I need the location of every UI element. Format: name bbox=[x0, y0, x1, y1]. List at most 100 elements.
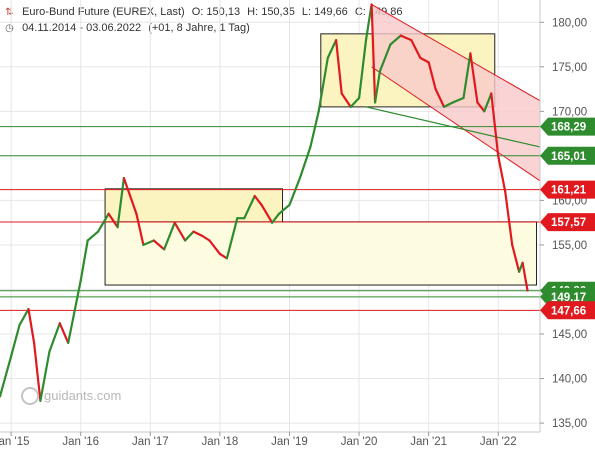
y-tick-label: 175,00 bbox=[552, 62, 587, 74]
level-tag-label: 161,21 bbox=[551, 185, 587, 197]
price-segment bbox=[260, 203, 274, 224]
level-tags: 168,29165,01161,21157,57149,86149,17147,… bbox=[540, 117, 595, 320]
price-segment bbox=[48, 322, 61, 353]
chart-header-line-2: ◷ 04.11.2014 - 03.06.2022 (+01, 8 Jahre,… bbox=[4, 22, 254, 34]
price-segment bbox=[152, 239, 166, 251]
price-segment bbox=[107, 212, 119, 229]
x-tick-label: Jan '18 bbox=[202, 436, 239, 448]
x-tick-label: Jan '15 bbox=[0, 436, 30, 448]
price-segment bbox=[18, 308, 30, 327]
x-tick-label: Jan '19 bbox=[271, 436, 308, 448]
price-segment bbox=[497, 154, 507, 193]
trend-lines bbox=[365, 106, 541, 148]
y-tick-label: 155,00 bbox=[552, 240, 587, 252]
level-tag bbox=[540, 117, 595, 136]
y-tick-label: 135,00 bbox=[552, 418, 587, 430]
price-segment bbox=[462, 52, 472, 100]
zone-box bbox=[104, 221, 538, 286]
x-tick-label: Jan '16 bbox=[62, 436, 99, 448]
price-segment bbox=[419, 56, 430, 64]
price-segment bbox=[116, 177, 126, 229]
price-segment bbox=[399, 34, 413, 42]
price-segment bbox=[335, 38, 343, 95]
y-tick-label: 140,00 bbox=[552, 374, 587, 386]
price-segment bbox=[317, 56, 329, 113]
price-segment bbox=[309, 110, 320, 149]
price-segment bbox=[135, 212, 145, 246]
price-segment bbox=[10, 324, 21, 358]
x-axis: Jan '15 Jan '16 Jan '17 Jan '18 Jan '19 Jan '… bbox=[0, 431, 540, 448]
price-segment bbox=[163, 221, 176, 251]
price-segment bbox=[389, 34, 402, 46]
price-segment bbox=[427, 61, 437, 91]
price-segment bbox=[67, 279, 82, 344]
zone-box bbox=[104, 188, 284, 223]
instrument-name: Euro-Bund Future (EUREX, Last) bbox=[22, 6, 185, 18]
price-segment bbox=[521, 261, 529, 292]
watermark: guidants.com bbox=[21, 387, 121, 405]
level-lines bbox=[0, 126, 542, 311]
price-segment bbox=[142, 239, 155, 246]
grid bbox=[0, 0, 540, 432]
trend-line bbox=[365, 106, 541, 148]
price-segment bbox=[39, 350, 51, 402]
price-segment bbox=[451, 96, 465, 104]
high-value: H: 150,35 bbox=[247, 6, 295, 18]
price-segment bbox=[201, 234, 211, 242]
level-tag-label: 168,29 bbox=[551, 122, 586, 134]
price-segment bbox=[271, 212, 281, 224]
x-tick-label: Jan '20 bbox=[341, 436, 378, 448]
x-tick-label: Jan '22 bbox=[480, 436, 517, 448]
candlestick-icon: ⇅ bbox=[5, 7, 14, 18]
range-info: (+01, 8 Jahre, 1 Tag) bbox=[148, 22, 250, 34]
price-segment bbox=[504, 190, 514, 246]
price-segment bbox=[374, 70, 381, 104]
price-segment bbox=[326, 38, 338, 60]
price-segment bbox=[370, 3, 377, 104]
watermark-text: guidants.com bbox=[44, 388, 121, 403]
price-series bbox=[0, 3, 529, 402]
open-value: O: 150,13 bbox=[191, 6, 241, 18]
price-segment bbox=[364, 3, 373, 42]
price-segment bbox=[340, 92, 352, 109]
price-segment bbox=[173, 221, 187, 242]
price-segment bbox=[192, 230, 204, 238]
price-segment bbox=[483, 92, 493, 113]
y-tick-label: 145,00 bbox=[552, 329, 587, 341]
level-tag-label: 165,01 bbox=[551, 151, 587, 163]
price-segment bbox=[349, 96, 361, 109]
price-segment bbox=[96, 212, 110, 233]
price-segment bbox=[0, 355, 13, 398]
price-segment bbox=[490, 92, 500, 157]
level-tag-label: 157,57 bbox=[551, 217, 586, 229]
price-segment bbox=[469, 52, 479, 104]
low-value: L: 149,66 bbox=[301, 6, 348, 18]
date-range: 04.11.2014 - 03.06.2022 bbox=[22, 22, 142, 34]
y-tick-label: 180,00 bbox=[552, 17, 587, 29]
price-segment bbox=[86, 230, 100, 242]
price-segment bbox=[378, 43, 392, 73]
y-tick-label: 170,00 bbox=[552, 106, 587, 118]
clock-icon: ◷ bbox=[5, 23, 14, 34]
price-segment bbox=[511, 243, 521, 273]
price-segment bbox=[298, 145, 312, 180]
price-segment bbox=[277, 203, 291, 215]
trend-channel-upper-line bbox=[371, 4, 541, 102]
price-segment bbox=[288, 177, 301, 206]
level-tag bbox=[540, 180, 595, 199]
level-tag bbox=[540, 301, 595, 320]
price-segment bbox=[184, 230, 195, 242]
level-tag bbox=[540, 146, 595, 165]
price-segment bbox=[434, 87, 446, 109]
price-segment bbox=[410, 38, 422, 60]
level-tag-label: 149,17 bbox=[551, 292, 586, 304]
level-tag bbox=[540, 213, 595, 232]
price-segment bbox=[243, 194, 256, 220]
x-tick-label: Jan '17 bbox=[132, 436, 169, 448]
price-segment bbox=[79, 239, 89, 282]
watermark-logo-icon bbox=[21, 387, 39, 405]
price-segment bbox=[358, 38, 368, 100]
level-tag-label: 147,66 bbox=[551, 305, 586, 317]
price-segment bbox=[225, 217, 239, 260]
